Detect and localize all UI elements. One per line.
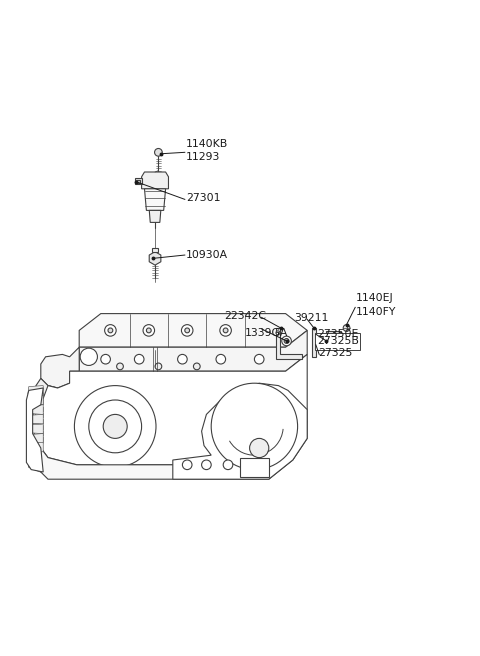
Bar xyxy=(326,331,341,348)
Text: 39211: 39211 xyxy=(294,314,328,323)
Circle shape xyxy=(108,328,113,333)
Circle shape xyxy=(216,354,226,364)
Polygon shape xyxy=(149,252,161,265)
Polygon shape xyxy=(41,354,307,465)
Circle shape xyxy=(284,338,289,343)
Polygon shape xyxy=(173,383,307,479)
Bar xyxy=(240,458,269,477)
Polygon shape xyxy=(28,434,43,443)
Polygon shape xyxy=(33,413,43,418)
Circle shape xyxy=(182,460,192,470)
Polygon shape xyxy=(29,405,41,448)
Polygon shape xyxy=(144,189,166,211)
Text: 27325B: 27325B xyxy=(317,337,359,346)
Circle shape xyxy=(117,363,123,370)
Polygon shape xyxy=(34,379,58,407)
Polygon shape xyxy=(29,453,41,472)
Polygon shape xyxy=(28,442,43,452)
Circle shape xyxy=(143,325,155,336)
Polygon shape xyxy=(135,178,142,184)
Circle shape xyxy=(254,354,264,364)
Text: 1140KB
11293: 1140KB 11293 xyxy=(186,139,228,162)
Polygon shape xyxy=(276,328,302,359)
Circle shape xyxy=(30,420,42,432)
Text: 27350E: 27350E xyxy=(317,329,358,339)
Polygon shape xyxy=(28,424,43,434)
Circle shape xyxy=(193,363,200,370)
Circle shape xyxy=(30,430,42,441)
Polygon shape xyxy=(28,386,43,395)
Polygon shape xyxy=(142,172,168,189)
Circle shape xyxy=(101,354,110,364)
Polygon shape xyxy=(41,347,79,388)
Polygon shape xyxy=(28,405,43,415)
Circle shape xyxy=(80,348,97,365)
Circle shape xyxy=(276,331,280,335)
Circle shape xyxy=(181,325,193,336)
Bar xyxy=(152,249,158,252)
Circle shape xyxy=(155,148,162,156)
Text: 22342C: 22342C xyxy=(225,312,267,321)
Circle shape xyxy=(343,325,350,331)
Polygon shape xyxy=(33,437,43,441)
Circle shape xyxy=(220,325,231,336)
Polygon shape xyxy=(26,388,43,472)
Polygon shape xyxy=(33,405,41,448)
Circle shape xyxy=(74,386,156,467)
Circle shape xyxy=(202,460,211,470)
Polygon shape xyxy=(33,407,43,412)
Polygon shape xyxy=(79,331,307,371)
Circle shape xyxy=(103,415,127,438)
Circle shape xyxy=(282,336,291,346)
Polygon shape xyxy=(149,211,161,222)
Polygon shape xyxy=(312,328,326,357)
Polygon shape xyxy=(33,393,43,398)
Circle shape xyxy=(134,354,144,364)
Polygon shape xyxy=(33,426,43,430)
Text: 1339GA: 1339GA xyxy=(245,328,288,338)
Circle shape xyxy=(30,409,42,420)
Circle shape xyxy=(211,383,298,470)
Text: 10930A: 10930A xyxy=(186,250,228,260)
Circle shape xyxy=(185,328,190,333)
Polygon shape xyxy=(33,431,43,436)
Circle shape xyxy=(223,460,233,470)
Polygon shape xyxy=(28,415,43,424)
Polygon shape xyxy=(79,314,307,347)
Bar xyxy=(136,180,140,182)
Polygon shape xyxy=(41,422,307,479)
Text: 27325: 27325 xyxy=(318,348,353,358)
Circle shape xyxy=(105,325,116,336)
Polygon shape xyxy=(33,419,43,424)
Bar xyxy=(315,333,360,350)
Polygon shape xyxy=(340,338,348,343)
Circle shape xyxy=(155,363,162,370)
Circle shape xyxy=(146,328,151,333)
Text: 1140EJ
1140FY: 1140EJ 1140FY xyxy=(356,293,396,317)
Circle shape xyxy=(178,354,187,364)
Polygon shape xyxy=(33,400,43,405)
Circle shape xyxy=(250,438,269,458)
Polygon shape xyxy=(28,395,43,405)
Text: 27301: 27301 xyxy=(186,194,220,203)
Circle shape xyxy=(223,328,228,333)
Circle shape xyxy=(89,400,142,453)
